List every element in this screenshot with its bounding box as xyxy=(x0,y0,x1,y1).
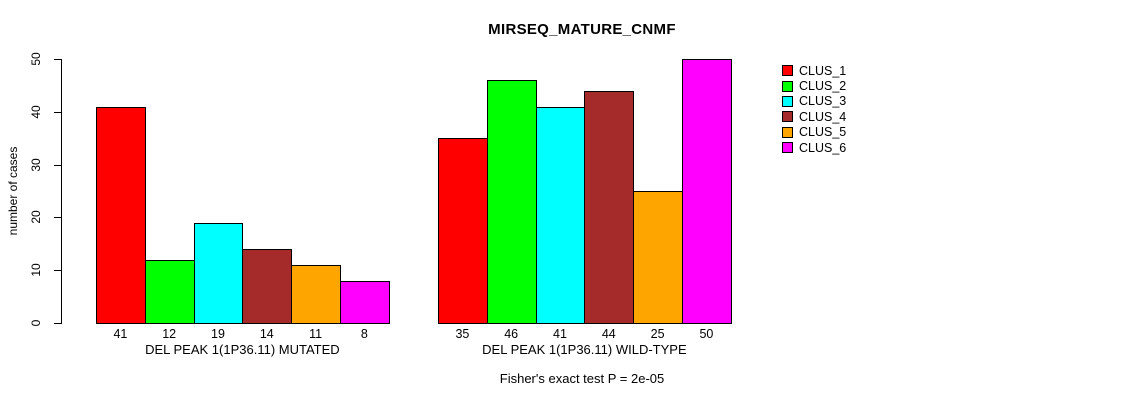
y-tick-label: 30 xyxy=(29,157,43,172)
bar-value-label: 25 xyxy=(650,327,665,341)
bar-value-label: 35 xyxy=(455,327,470,341)
legend-label: CLUS_3 xyxy=(799,94,847,109)
legend-label: CLUS_5 xyxy=(799,125,847,140)
legend-label: CLUS_1 xyxy=(799,63,847,78)
legend-swatch xyxy=(782,95,793,107)
bar xyxy=(486,80,537,324)
legend-label: CLUS_4 xyxy=(799,109,847,124)
legend-label: CLUS_6 xyxy=(799,140,847,155)
bar xyxy=(96,106,146,324)
legend-swatch xyxy=(782,126,793,138)
bar xyxy=(291,264,341,324)
y-tick-mark xyxy=(54,323,61,324)
bar xyxy=(242,249,293,324)
y-tick-mark xyxy=(54,111,61,113)
y-axis-label: number of cases xyxy=(6,146,20,236)
bar-value-label: 19 xyxy=(211,327,225,341)
legend-item: CLUS_3 xyxy=(782,94,846,109)
legend-item: CLUS_2 xyxy=(782,78,846,93)
y-tick-mark xyxy=(54,59,61,60)
bar-value-label: 41 xyxy=(553,327,567,341)
legend-item: CLUS_4 xyxy=(782,109,846,124)
legend-label: CLUS_2 xyxy=(799,79,847,94)
bar xyxy=(584,90,635,324)
legend-swatch xyxy=(782,65,793,77)
y-tick-label: 20 xyxy=(29,210,43,225)
bar-value-label: 12 xyxy=(162,327,177,341)
legend-swatch xyxy=(782,111,793,123)
y-tick-label: 40 xyxy=(29,105,43,119)
y-tick-label: 50 xyxy=(29,52,43,66)
x-axis-group-label: DEL PEAK 1(1P36.11) MUTATED xyxy=(145,342,340,357)
y-tick-mark xyxy=(54,164,61,166)
bar-value-label: 44 xyxy=(601,327,616,341)
bar-value-label: 8 xyxy=(360,327,368,341)
legend-item: CLUS_5 xyxy=(782,125,846,140)
bar xyxy=(144,259,195,324)
legend-swatch xyxy=(782,142,793,154)
bar-value-label: 50 xyxy=(699,327,714,341)
legend-item: CLUS_1 xyxy=(782,63,846,78)
footer-annotation: Fisher's exact test P = 2e-05 xyxy=(499,371,665,386)
bar-value-label: 41 xyxy=(113,327,128,341)
bar xyxy=(340,280,390,324)
y-tick-label: 0 xyxy=(29,319,43,327)
y-tick-label: 10 xyxy=(29,263,43,277)
y-tick-mark xyxy=(54,217,61,219)
legend-item: CLUS_6 xyxy=(782,140,846,155)
legend-swatch xyxy=(782,80,793,92)
bar xyxy=(682,59,732,324)
bar-value-label: 46 xyxy=(504,327,519,341)
bar xyxy=(438,138,488,324)
chart-title: MIRSEQ_MATURE_CNMF xyxy=(488,21,676,38)
bar-value-label: 14 xyxy=(259,327,274,341)
bar xyxy=(193,222,244,324)
bar xyxy=(535,106,586,324)
bar-value-label: 11 xyxy=(309,327,323,341)
y-tick-mark xyxy=(54,270,61,272)
x-axis-group-label: DEL PEAK 1(1P36.11) WILD-TYPE xyxy=(482,342,687,357)
bar xyxy=(633,191,683,324)
y-axis-line xyxy=(61,59,62,324)
legend: CLUS_1 CLUS_2 CLUS_3 CLUS_4 CLUS_5 CLUS_6 xyxy=(782,63,846,155)
